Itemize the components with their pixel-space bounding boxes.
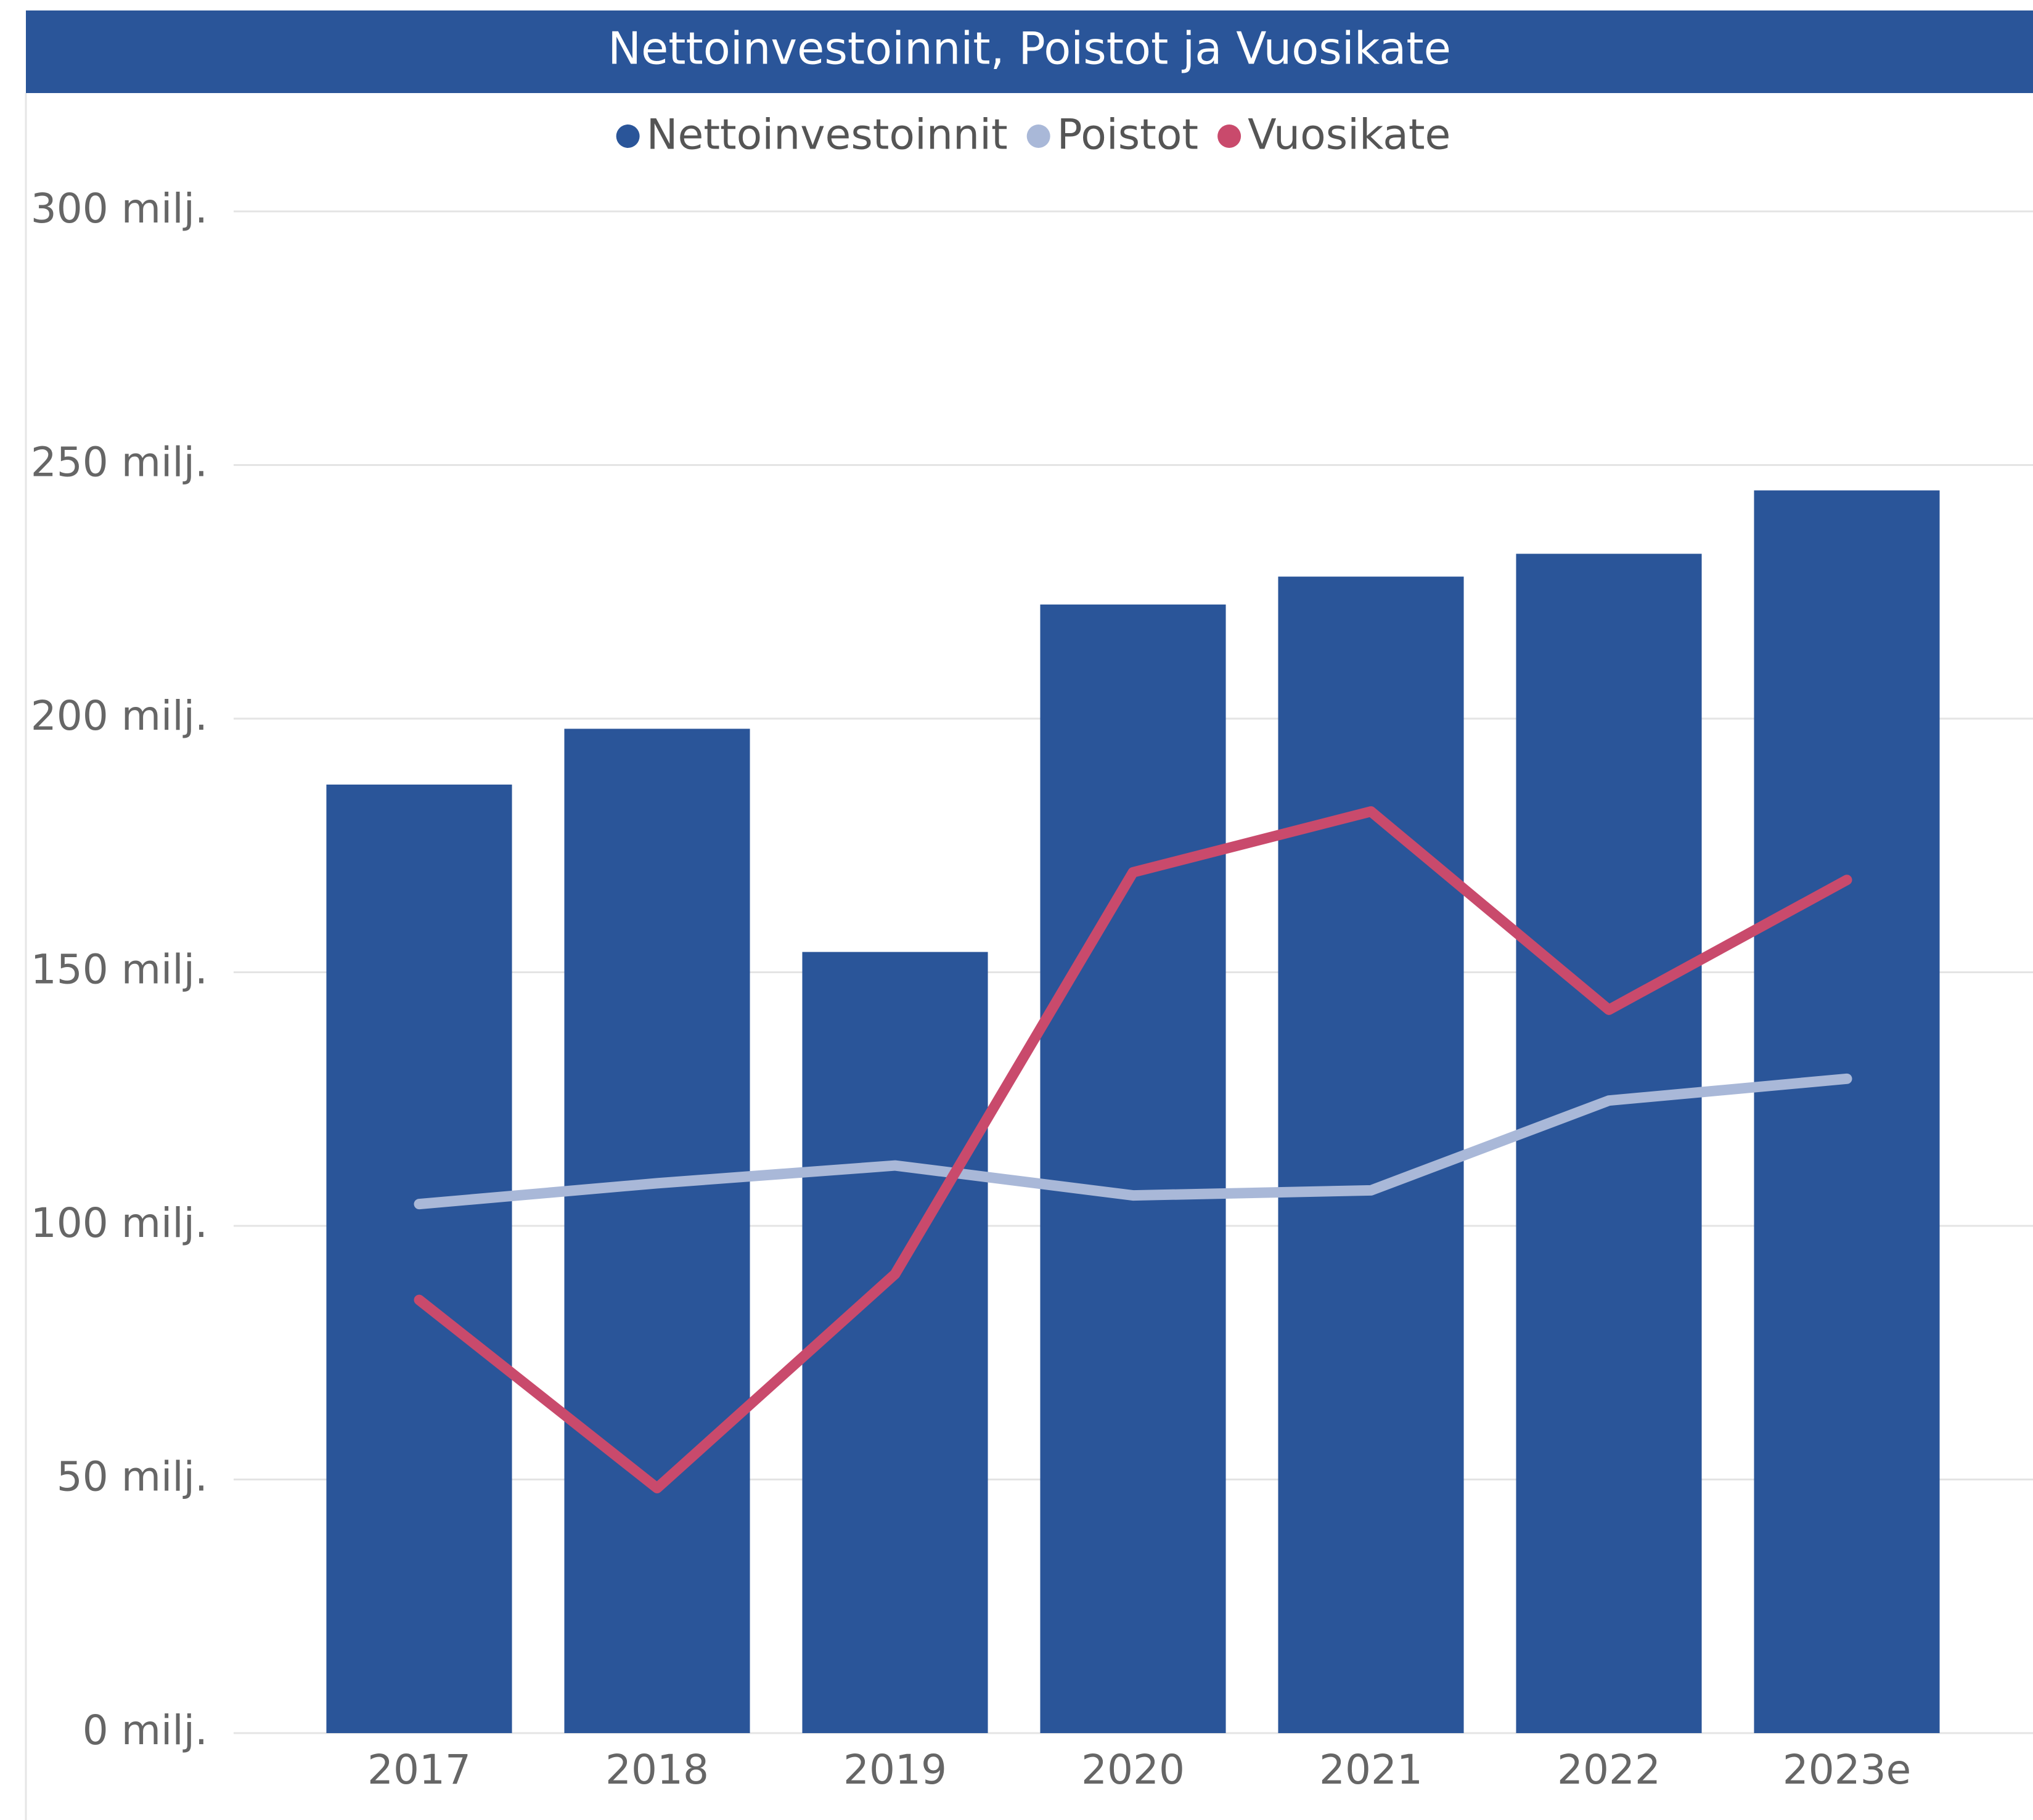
x-tick-label: 2021 [1319,1746,1423,1793]
x-tick-label: 2018 [605,1746,709,1793]
y-tick-label: 250 milj. [31,439,208,486]
y-tick-label: 200 milj. [31,692,208,740]
title-bar [26,10,2033,93]
y-tick-label: 100 milj. [31,1199,208,1247]
legend-marker [616,124,640,148]
legend: Nettoinvestoinnit Poistot Vuosikate [616,111,1450,160]
bar [326,784,512,1733]
line [414,806,1852,1493]
y-tick-label: 0 milj. [83,1707,208,1754]
legend-marker [1217,124,1241,148]
legend-label: Poistot [1057,111,1198,160]
bar [1278,576,1464,1733]
legend-label: Vuosikate [1248,111,1450,160]
x-tick-label: 2023e [1783,1746,1912,1793]
x-tick-label: 2019 [843,1746,947,1793]
y-tick-label: 50 milj. [57,1453,208,1501]
x-tick-label: 2022 [1557,1746,1661,1793]
legend-label: Nettoinvestoinnit [647,111,1008,160]
y-tick-label: 300 milj. [31,185,208,232]
bar [1754,490,1940,1733]
x-tick-label: 2017 [367,1746,471,1793]
bar [1516,553,1702,1733]
legend-marker [1026,124,1050,148]
chart-title: Nettoinvestoinnit, Poistot ja Vuosikate [608,23,1451,75]
line [414,1073,1852,1210]
bar [1040,604,1226,1734]
bar [564,728,750,1733]
bar [802,952,988,1733]
y-tick-label: 150 milj. [31,946,208,994]
x-tick-label: 2020 [1081,1746,1185,1793]
